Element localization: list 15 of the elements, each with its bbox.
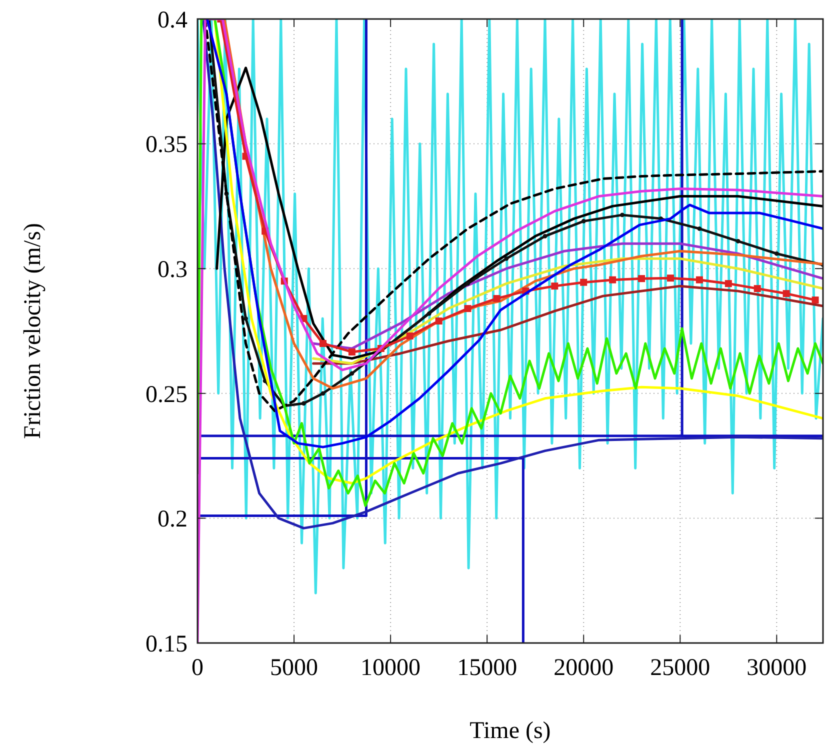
x-axis-title: Time (s) [470,718,551,744]
y-axis-title: Friction velocity (m/s) [20,223,46,439]
y-tick-label: 0.3 [158,257,188,283]
y-tick-label: 0.35 [146,132,188,158]
y-tick-label: 0.15 [146,631,188,658]
x-tick-label: 25000 [650,655,710,681]
x-tick-label: 15000 [457,655,518,681]
y-tick-label: 0.4 [158,7,188,34]
y-tick-label: 0.25 [146,382,188,408]
x-tick-label: 0 [192,655,204,681]
x-tick-label: 5000 [270,655,318,681]
x-tick-label: 20000 [554,655,614,681]
x-tick-label: 10000 [360,655,421,681]
y-tick-label: 0.2 [158,506,188,533]
x-tick-label: 30000 [746,655,807,681]
